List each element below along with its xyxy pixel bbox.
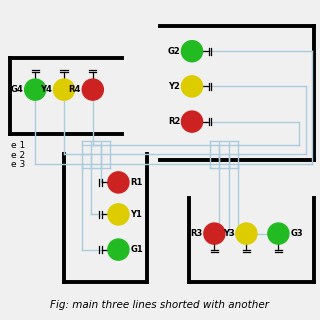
- Circle shape: [108, 204, 129, 225]
- Text: e 1: e 1: [11, 141, 26, 150]
- Circle shape: [108, 239, 129, 260]
- Text: G2: G2: [167, 47, 180, 56]
- Circle shape: [181, 76, 203, 97]
- Text: R3: R3: [190, 229, 203, 238]
- Text: Y4: Y4: [40, 85, 52, 94]
- Circle shape: [268, 223, 289, 244]
- Circle shape: [25, 79, 46, 100]
- Text: G1: G1: [130, 245, 143, 254]
- Text: R2: R2: [168, 117, 180, 126]
- Text: Y3: Y3: [223, 229, 235, 238]
- Text: R1: R1: [130, 178, 143, 187]
- Text: e 2: e 2: [11, 151, 25, 160]
- Circle shape: [236, 223, 257, 244]
- Text: G4: G4: [11, 85, 23, 94]
- Text: G3: G3: [290, 229, 303, 238]
- Circle shape: [204, 223, 225, 244]
- Text: Fig: main three lines shorted with another: Fig: main three lines shorted with anoth…: [51, 300, 269, 310]
- Circle shape: [108, 172, 129, 193]
- Text: e 3: e 3: [11, 160, 26, 169]
- Text: Y2: Y2: [168, 82, 180, 91]
- Circle shape: [53, 79, 75, 100]
- Circle shape: [181, 41, 203, 62]
- Text: R4: R4: [68, 85, 81, 94]
- Circle shape: [82, 79, 103, 100]
- Circle shape: [181, 111, 203, 132]
- Text: Y1: Y1: [130, 210, 142, 219]
